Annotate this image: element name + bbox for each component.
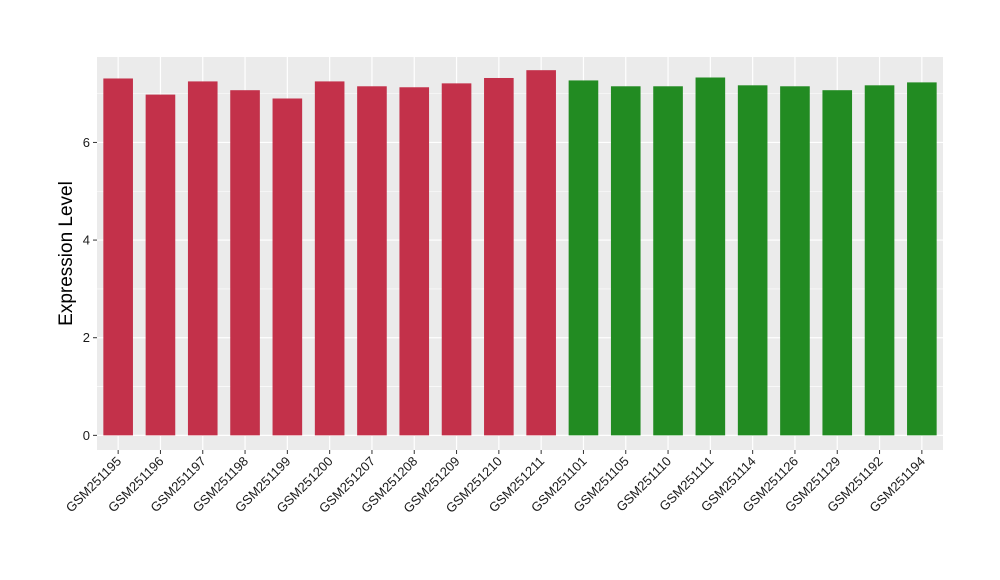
x-axis: GSM251195GSM251196GSM251197GSM251198GSM2… (63, 450, 928, 516)
bars (103, 70, 937, 436)
bar (230, 90, 260, 436)
y-tick-label: 4 (83, 233, 90, 248)
bar (822, 90, 853, 436)
bar (357, 86, 387, 436)
bar (864, 85, 895, 436)
plot-panel (97, 57, 943, 450)
bar (695, 77, 726, 436)
bar (103, 78, 133, 436)
y-tick-label: 6 (83, 135, 90, 150)
bar (568, 80, 599, 436)
bar (187, 81, 218, 436)
bar (441, 83, 472, 436)
y-tick-label: 0 (83, 428, 90, 443)
bar (653, 86, 683, 436)
bar (610, 86, 641, 436)
bar (314, 81, 345, 436)
bar (780, 86, 810, 436)
bar (484, 77, 514, 436)
y-tick-label: 2 (83, 330, 90, 345)
bar (145, 94, 176, 436)
y-axis-title: Expression Level (56, 181, 77, 326)
bar (526, 70, 556, 436)
bar (272, 98, 303, 436)
y-axis: 0 2 4 6 (83, 135, 97, 443)
bar (737, 85, 768, 436)
bar (907, 82, 937, 436)
bar (399, 87, 430, 436)
